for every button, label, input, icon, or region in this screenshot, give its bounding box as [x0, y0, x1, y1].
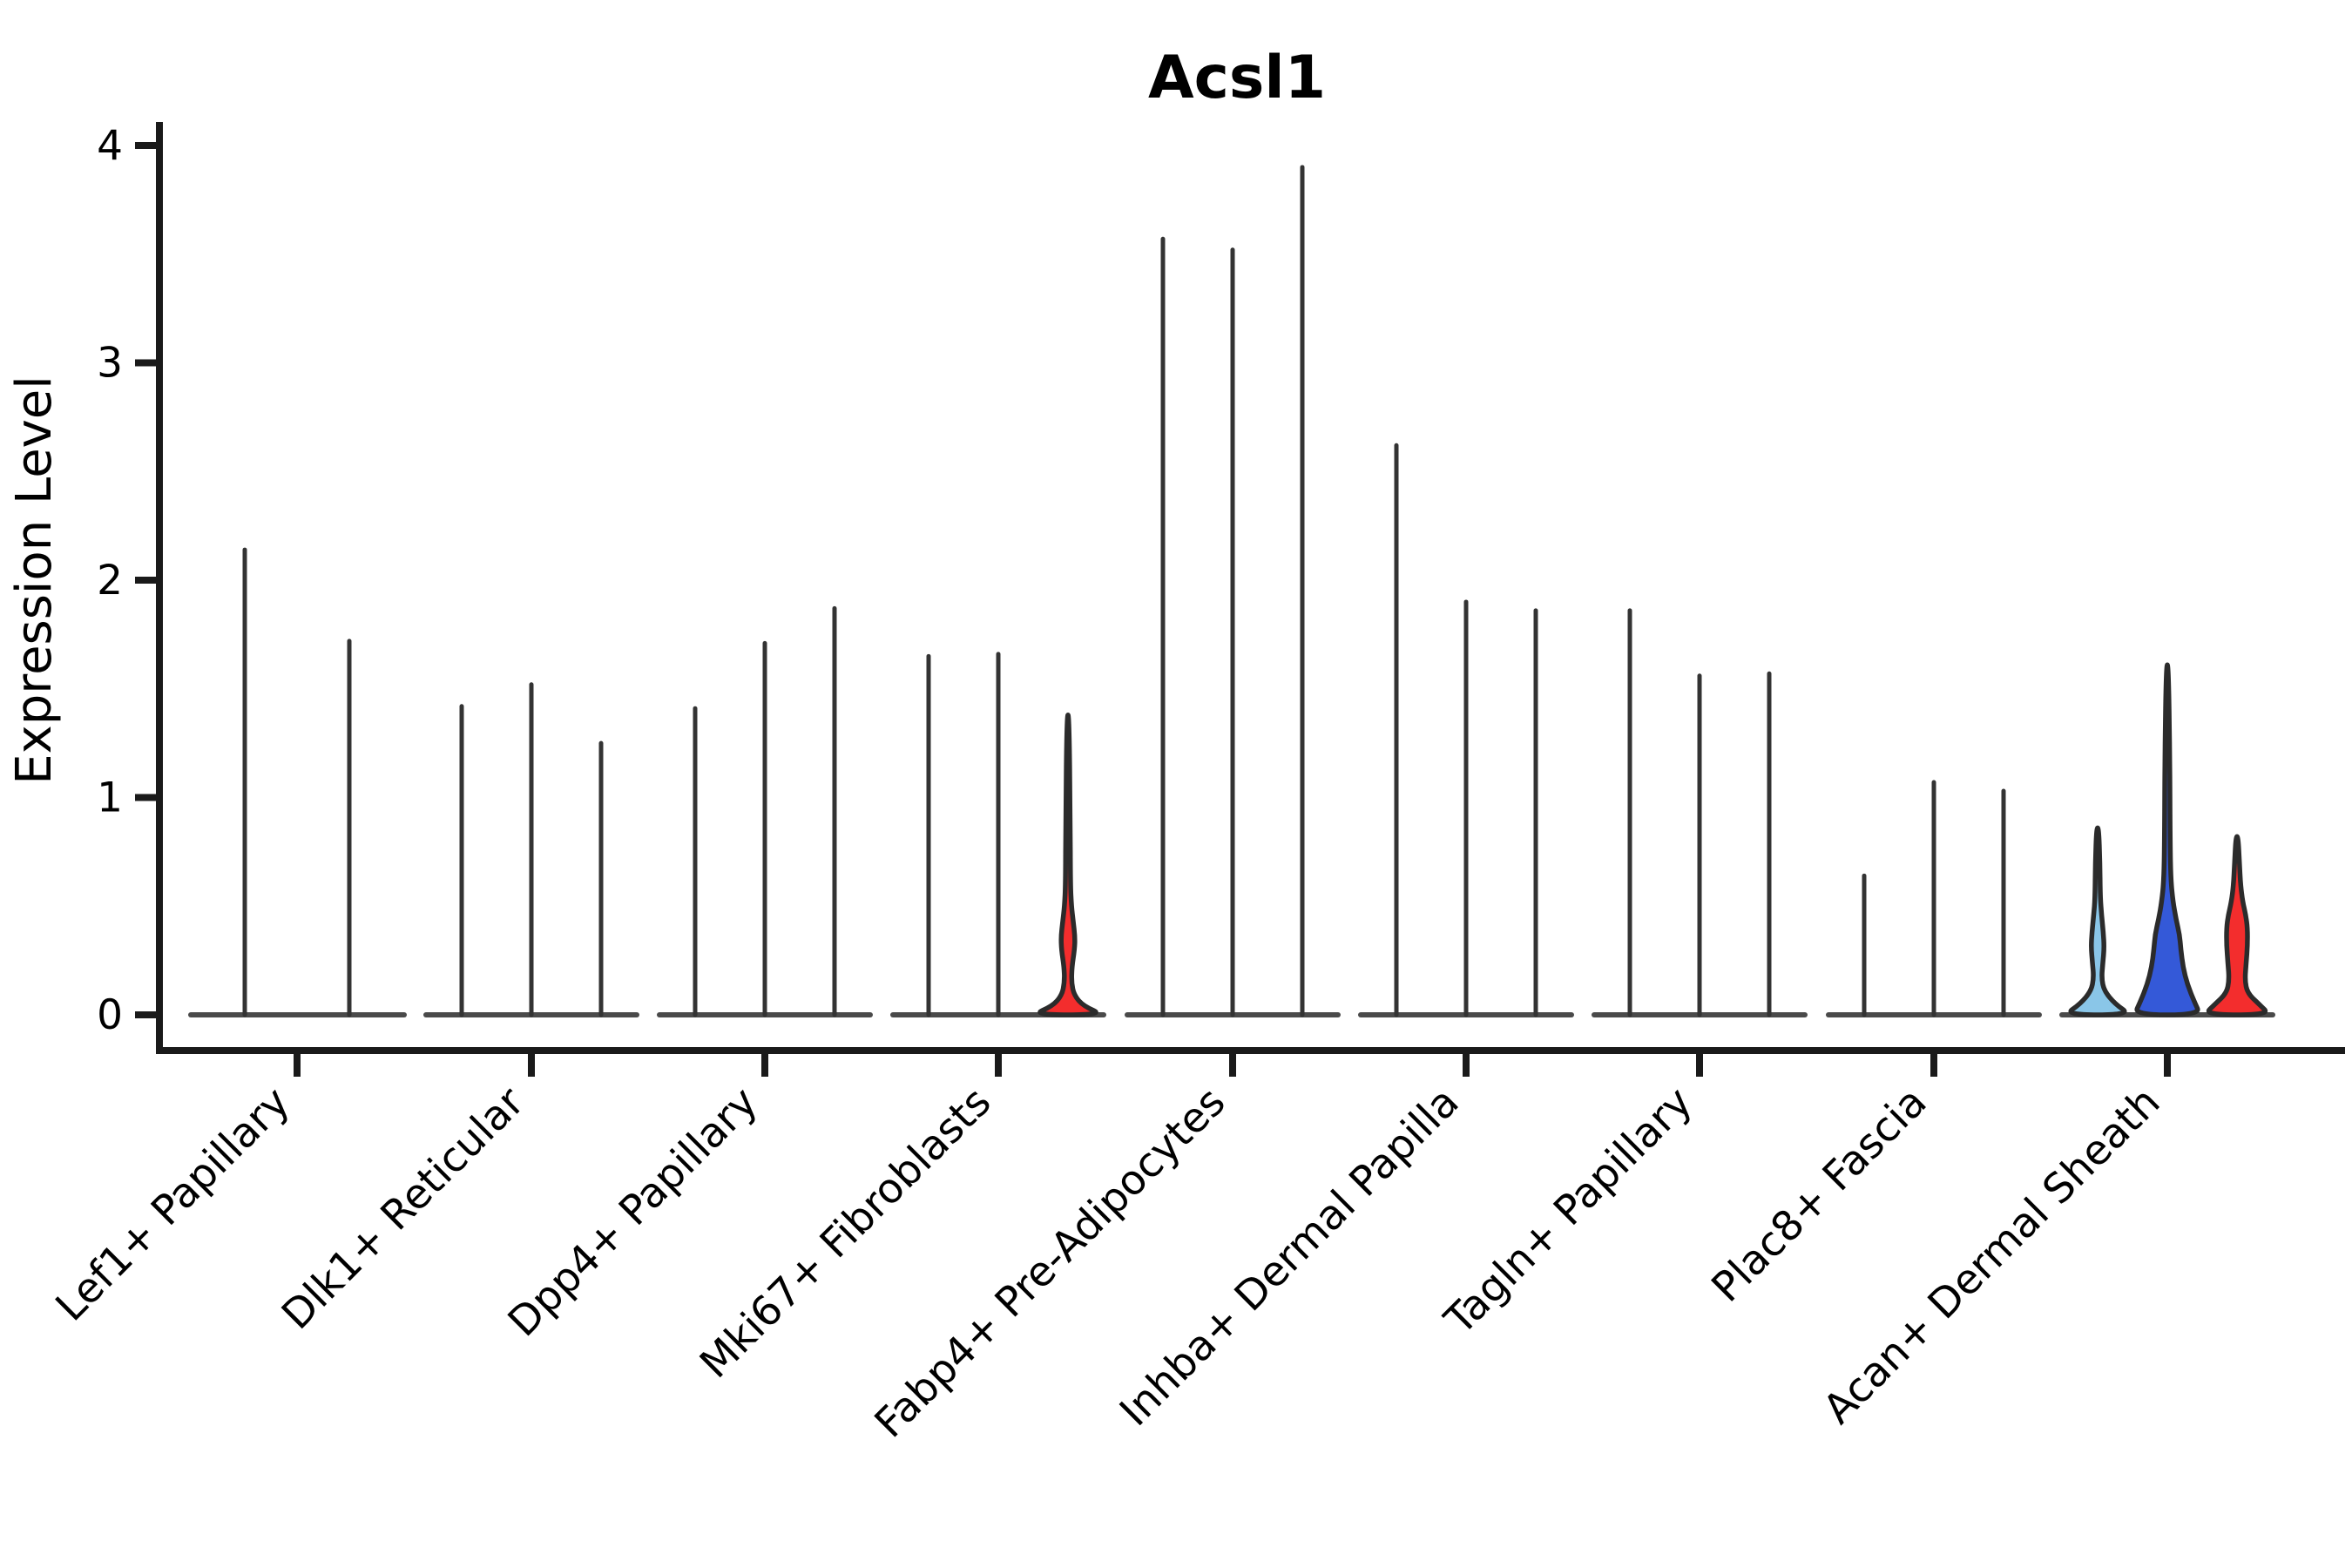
y-tick-label: 0 [97, 991, 123, 1039]
y-tick-label: 2 [97, 557, 123, 605]
x-tick-label: Plac8+ Fascia [1703, 1078, 1936, 1312]
y-tick-label: 1 [97, 774, 123, 822]
violin-filled [2206, 834, 2268, 1017]
x-tick-label: Lef1+ Papillary [47, 1078, 300, 1331]
x-tick-label: Tagln+ Papillary [1436, 1078, 1702, 1345]
chart-title: Acsl1 [1148, 44, 1326, 112]
y-tick-label: 3 [97, 340, 123, 388]
y-tick-label: 4 [97, 122, 123, 170]
violin-filled [2134, 662, 2200, 1017]
x-tick-label: Dlk1+ Reticular [273, 1078, 534, 1339]
violin-filled [2068, 825, 2127, 1017]
violins-layer [188, 165, 2275, 1017]
x-tick-label: Dpp4+ Papillary [499, 1078, 767, 1347]
violin-filled [1037, 712, 1098, 1017]
y-axis-label: Expression Level [6, 375, 63, 785]
